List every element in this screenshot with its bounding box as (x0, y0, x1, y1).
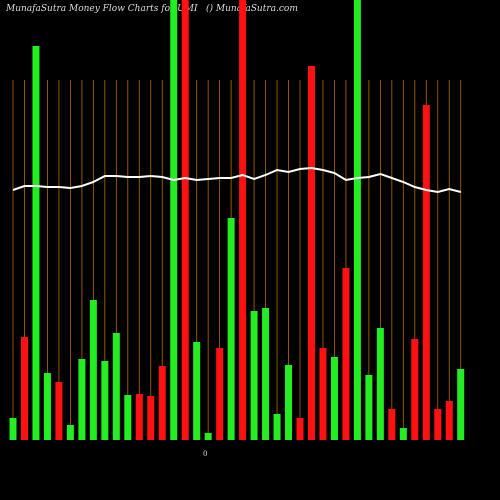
bar (101, 361, 109, 440)
bar (388, 409, 396, 440)
bar (319, 348, 327, 440)
bar (285, 365, 293, 440)
bar (399, 428, 407, 440)
bar (43, 373, 51, 440)
chart-subtitle: () MunafaSutra.com (206, 3, 298, 14)
bar (204, 433, 212, 440)
chart-title: MunafaSutra Money Flow Charts for UMI (5, 4, 198, 14)
bar (250, 311, 258, 440)
bar (239, 0, 247, 440)
bar (135, 394, 143, 440)
bar (365, 375, 373, 440)
bar (89, 300, 97, 440)
bar (342, 268, 350, 440)
bar (124, 395, 132, 440)
bar (112, 333, 120, 440)
bar (227, 218, 235, 440)
bar (32, 46, 40, 440)
bar (20, 337, 28, 440)
bar (296, 418, 304, 440)
bar (307, 66, 315, 440)
bar (193, 342, 201, 440)
bar (273, 414, 281, 440)
bar (78, 359, 86, 440)
bar (158, 366, 166, 440)
bar (66, 425, 74, 440)
bar (376, 328, 384, 440)
bar (9, 418, 17, 440)
bar (457, 369, 465, 440)
axis-annotation: 0 (203, 450, 207, 458)
bar (411, 339, 419, 440)
bar (170, 0, 178, 440)
bar (330, 357, 338, 440)
bar (55, 382, 63, 440)
bar (445, 401, 453, 440)
bar (216, 348, 224, 440)
bar (353, 0, 361, 440)
bar (422, 105, 430, 440)
bar (434, 409, 442, 440)
bar (181, 0, 189, 440)
bar (147, 396, 155, 440)
bar (262, 308, 270, 440)
line (12, 166, 461, 194)
